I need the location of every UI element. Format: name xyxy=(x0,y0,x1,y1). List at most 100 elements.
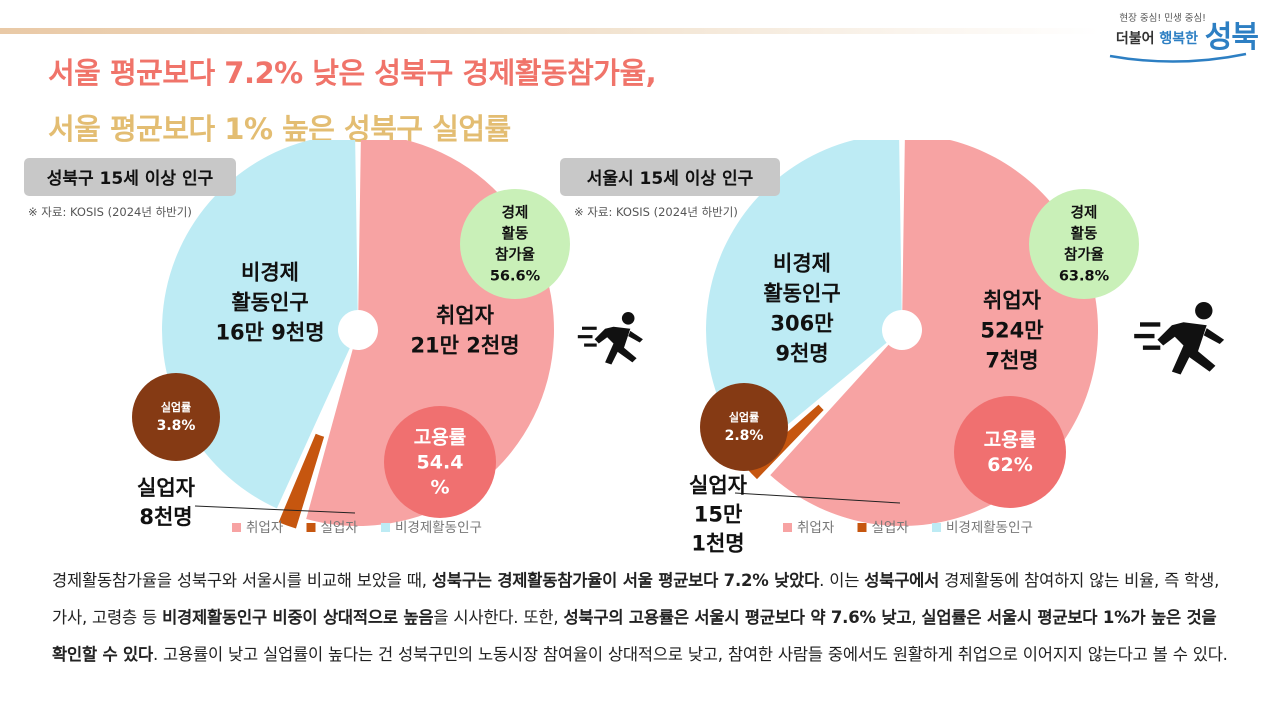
runner-arm xyxy=(628,330,643,343)
chart-title-line: 성북구 15세 이상 인구 xyxy=(47,169,214,189)
runner-head xyxy=(621,312,635,325)
unemployed-callout-line xyxy=(194,505,356,514)
pie-slice-실업자 xyxy=(278,433,325,529)
employment-rate-label: 고용률 62% xyxy=(984,429,1036,476)
unemployed-label-line: 실업자 xyxy=(137,476,196,500)
unemployment-rate-label-line: 3.8% xyxy=(157,418,196,434)
legend-label: 취업자 xyxy=(797,520,835,536)
pie-slice-group xyxy=(706,140,902,456)
participation-rate-label: 경제 활동 참가율 56.6% xyxy=(490,204,541,285)
logo-swoosh-icon xyxy=(1109,52,1247,63)
unemployed-callout-line xyxy=(734,492,901,504)
employed-label-line: 21만 2천명 xyxy=(410,333,519,357)
employment-rate-label-line: 고용률 xyxy=(984,429,1036,451)
headline-line-2: 서울 평균보다 1% 높은 성북구 실업률 xyxy=(48,112,511,146)
employed-label-line: 524만 xyxy=(980,318,1043,342)
employed-label-line: 취업자 xyxy=(436,303,495,327)
unemployed-label: 실업자 8천명 xyxy=(137,476,196,529)
unemployed-label-line: 1천명 xyxy=(691,531,744,555)
employed-label: 취업자 524만 7천명 xyxy=(980,288,1043,372)
paragraph-segment: 경제활동에 참여하지 않는 비율, 즉 학생, 가사, 고령층 등 xyxy=(52,571,1220,627)
unemployment-rate-label-line: 실업률 xyxy=(729,410,759,424)
chart-title-box xyxy=(24,158,236,196)
participation-rate-label-line: 참가율 xyxy=(1064,247,1104,264)
legend-swatch xyxy=(783,523,792,532)
participation-rate-circle xyxy=(1029,189,1139,299)
pie-center-hole xyxy=(340,312,376,348)
paragraph-segment: , xyxy=(911,608,922,627)
employment-rate-label-line: 62% xyxy=(987,454,1032,476)
chart-title: 성북구 15세 이상 인구 xyxy=(47,169,214,189)
logo-tagline: 더불어 행복한 xyxy=(1116,28,1198,48)
speed-line xyxy=(584,343,597,347)
top-accent-bar xyxy=(0,28,1100,34)
paragraph-segment: 을 시사한다. 또한, xyxy=(433,608,564,627)
unemployment-rate-label-line: 실업률 xyxy=(161,400,191,414)
running-person-icon xyxy=(577,312,643,365)
participation-rate-label-line: 경제 xyxy=(1071,204,1098,222)
runner-arm xyxy=(1203,328,1225,345)
logo-tagline-prefix: 더불어 xyxy=(1115,31,1155,47)
unemployment-rate-circle xyxy=(700,383,788,471)
participation-rate-label-line: 참가율 xyxy=(495,247,535,264)
employment-rate-label: 고용률 54.4% xyxy=(414,427,466,499)
legend-swatch xyxy=(932,523,941,532)
employment-rate-label-line: 54.4 xyxy=(417,452,464,474)
unemployed-label: 실업자 15만 1천명 xyxy=(689,473,748,555)
inactive-label-line: 활동인구 xyxy=(231,290,308,314)
participation-rate-label-line: 활동 xyxy=(502,225,529,243)
inactive-label-line: 16만 9천명 xyxy=(215,320,324,344)
participation-rate-label-line: 활동 xyxy=(1071,225,1098,243)
participation-rate-label-line: 63.8% xyxy=(1059,269,1110,285)
legend-label: 비경제활동인구 xyxy=(946,520,1033,536)
running-person-icon xyxy=(1134,302,1225,375)
paragraph-segment: 성북구의 고용률은 서울시 평균보다 약 7.6% 낮고 xyxy=(563,608,912,627)
participation-rate-label-line: 56.6% xyxy=(490,269,541,285)
unemployment-rate-label: 실업률 2.8% xyxy=(725,410,764,444)
logo-brand: 성북 xyxy=(1204,20,1259,55)
chart-source: ※ 자료: KOSIS (2024년 하반기) xyxy=(574,205,738,219)
chart-title-box xyxy=(560,158,780,196)
inactive-label-line: 비경제 xyxy=(241,260,299,284)
employment-rate-label-line: 고용률 xyxy=(414,427,466,449)
speed-line xyxy=(1142,345,1161,350)
pie-center-hole xyxy=(884,312,920,348)
logo-slogan: 현장 중심! 민생 중심! xyxy=(1119,13,1206,24)
paragraph-segment: 경제활동참가율을 성북구와 서울시를 비교해 보았을 때, xyxy=(52,571,432,590)
speed-line xyxy=(1134,333,1155,339)
seongbuk-logo: 현장 중심! 민생 중심! 더불어 행복한 성북 xyxy=(1088,8,1259,64)
legend-swatch xyxy=(381,523,390,532)
inactive-label-line: 활동인구 xyxy=(763,281,840,305)
paragraph-segment: 성북구는 경제활동참가율이 서울 평균보다 7.2% 낮았다 xyxy=(431,571,820,590)
participation-rate-circle xyxy=(460,189,570,299)
employed-label-line: 취업자 xyxy=(983,288,1042,312)
runner-body xyxy=(594,326,637,365)
pie-slice-비경제활동인구 xyxy=(706,140,902,456)
pie-slice-group xyxy=(278,433,325,529)
inactive-label-line: 306만 xyxy=(770,311,833,335)
headline-line-1: 서울 평균보다 7.2% 낮은 성북구 경제활동참가율, xyxy=(48,56,657,90)
chart-title-line: 서울시 15세 이상 인구 xyxy=(587,169,754,189)
legend-swatch xyxy=(306,523,316,532)
analysis-paragraph: 경제활동참가율을 성북구와 서울시를 비교해 보았을 때, 성북구는 경제활동참… xyxy=(52,562,1232,673)
logo-tagline-highlight: 행복한 xyxy=(1159,31,1198,47)
unemployed-label-line: 8천명 xyxy=(139,505,192,529)
paragraph-segment: . 이는 xyxy=(819,571,865,590)
paragraph-segment: . 고용률이 낮고 실업률이 높다는 건 성북구민의 노동시장 참여율이 상대적… xyxy=(152,645,1228,664)
inactive-label-line: 비경제 xyxy=(773,251,831,275)
employment-rate-circle xyxy=(954,396,1066,508)
runner-body xyxy=(1157,322,1216,375)
legend-label: 비경제활동인구 xyxy=(395,520,482,536)
unemployment-rate-label: 실업률 3.8% xyxy=(157,400,196,434)
employed-label: 취업자 21만 2천명 xyxy=(410,303,519,357)
chart-title: 서울시 15세 이상 인구 xyxy=(587,169,754,189)
inactive-label-line: 9천명 xyxy=(775,341,828,365)
chart-source: ※ 자료: KOSIS (2024년 하반기) xyxy=(28,205,192,219)
speed-line xyxy=(1140,322,1161,327)
unemployed-label-line: 실업자 xyxy=(689,473,748,497)
paragraph-segment: 비경제활동인구 비중이 상대적으로 높음 xyxy=(162,608,434,627)
population-pie-charts: 성북구 15세 이상 인구 ※ 자료: KOSIS (2024년 하반기) 취업자 2… xyxy=(24,140,1225,555)
